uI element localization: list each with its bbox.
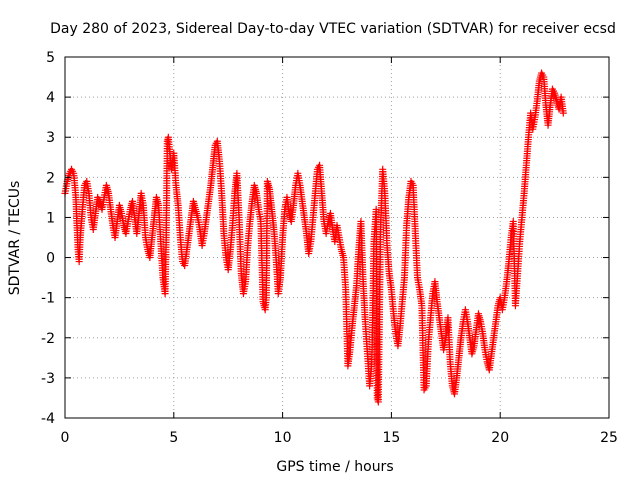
axis-ticks: 0 5 10 15 20 25 -4 -3 -2 -1 0 1 2 3 4 5	[41, 50, 618, 446]
x-tick-label-0: 0	[61, 430, 70, 446]
y-tick-label-9: 5	[46, 50, 55, 66]
x-axis-label: GPS time / hours	[276, 459, 393, 475]
data-series	[61, 69, 567, 406]
y-tick-label-2: -2	[41, 331, 55, 347]
y-tick-label-6: 2	[46, 170, 55, 186]
data-point-2261	[559, 109, 567, 117]
x-tick-label-4: 20	[491, 430, 509, 446]
chart-title: Day 280 of 2023, Sidereal Day-to-day VTE…	[50, 21, 616, 37]
x-tick-label-1: 5	[169, 430, 178, 446]
x-tick-label-3: 15	[382, 430, 400, 446]
y-tick-label-5: 1	[46, 210, 55, 226]
y-tick-label-3: -1	[41, 291, 55, 307]
x-tick-label-5: 25	[600, 430, 618, 446]
y-tick-label-7: 3	[46, 130, 55, 146]
grid-lines	[65, 57, 609, 418]
y-tick-label-0: -4	[41, 411, 55, 427]
y-tick-label-8: 4	[46, 90, 55, 106]
y-tick-label-4: 0	[46, 251, 55, 267]
plot-frame	[64, 56, 610, 419]
y-axis-label: SDTVAR / TECUs	[7, 181, 23, 296]
y-tick-label-1: -3	[41, 371, 55, 387]
x-tick-label-2: 10	[274, 430, 292, 446]
